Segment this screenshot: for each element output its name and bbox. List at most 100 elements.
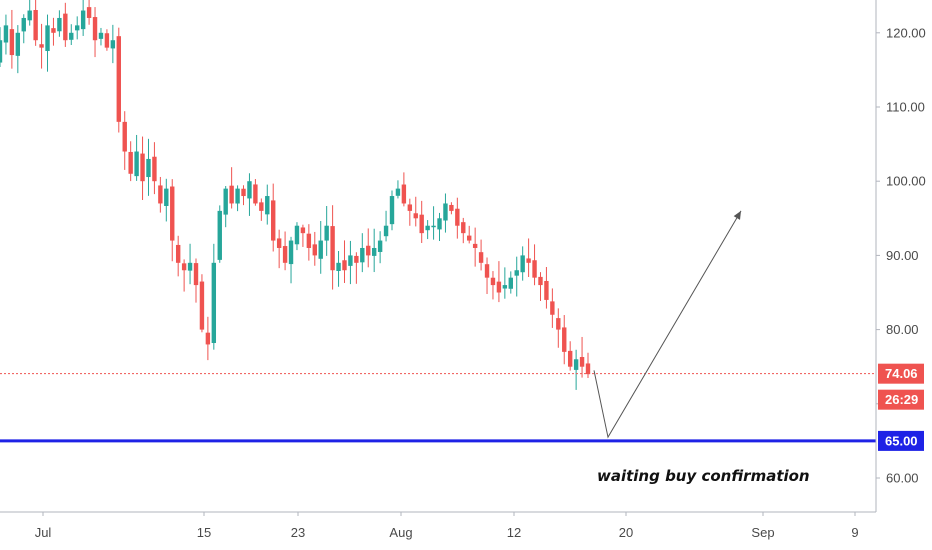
candle xyxy=(128,141,133,182)
time-tick-label: 23 xyxy=(291,525,305,540)
candle-body xyxy=(69,32,74,40)
level-price-badge-bg xyxy=(878,430,924,451)
time-tick-label: 12 xyxy=(507,525,521,540)
time-tick-label: 20 xyxy=(619,525,633,540)
candle-body xyxy=(241,188,246,197)
candle-body xyxy=(0,40,3,63)
candle xyxy=(449,202,454,215)
price-tick-label: 110.00 xyxy=(886,100,925,115)
candle-body xyxy=(170,186,175,241)
candle xyxy=(21,14,26,44)
candle-body xyxy=(104,33,110,48)
candle-body xyxy=(253,184,258,204)
candle xyxy=(51,17,56,46)
price-axis[interactable]: 60.0070.0080.0090.00100.00110.00120.0074… xyxy=(875,0,926,512)
time-tick-label: 9 xyxy=(851,525,858,540)
candle xyxy=(573,349,579,390)
time-axis[interactable]: Jul 15 23 Aug 12 20 Sep 9 xyxy=(0,511,876,540)
candle xyxy=(271,183,276,252)
trend-drawing[interactable]: waiting buy confirmation xyxy=(593,210,810,485)
candle xyxy=(9,9,15,69)
candle xyxy=(371,228,377,273)
candle-body xyxy=(354,255,359,263)
candle xyxy=(15,25,21,74)
candle-body xyxy=(27,10,32,21)
candle-body xyxy=(472,243,478,248)
countdown-badge-bg xyxy=(878,389,924,410)
candle-body xyxy=(80,10,86,30)
candle-body xyxy=(122,121,127,152)
level-price-badge: 65.00 xyxy=(878,430,924,451)
candle-body xyxy=(205,332,211,345)
candle xyxy=(431,206,436,240)
candle xyxy=(472,227,478,267)
candle-body xyxy=(217,210,222,260)
candle xyxy=(407,198,413,226)
candle xyxy=(235,185,240,212)
candle-body xyxy=(544,280,549,300)
candle-body xyxy=(318,240,323,259)
time-tick-label: Jul xyxy=(35,525,52,540)
countdown-badge-text: 26:29 xyxy=(885,392,918,407)
candle xyxy=(514,256,519,297)
candle-body xyxy=(508,277,513,289)
candle-body xyxy=(98,32,104,39)
candle xyxy=(300,224,306,247)
candle-body xyxy=(294,225,300,245)
candle xyxy=(324,206,329,256)
candle xyxy=(223,185,228,228)
candle-body xyxy=(276,238,282,248)
candle xyxy=(395,180,401,199)
candle-body xyxy=(455,208,460,226)
price-tick-label: 120.00 xyxy=(886,25,926,40)
candle xyxy=(585,352,591,379)
candle xyxy=(484,257,490,295)
candle xyxy=(508,271,513,294)
candle-body xyxy=(562,327,567,352)
candle xyxy=(199,274,205,333)
candle-body xyxy=(520,255,525,273)
time-tick-label: 15 xyxy=(197,525,211,540)
candle xyxy=(294,222,300,251)
candle xyxy=(98,27,104,46)
candle-body xyxy=(371,247,377,256)
candle xyxy=(187,243,193,285)
candle-body xyxy=(514,270,519,276)
candle-body xyxy=(63,13,68,41)
candle-body xyxy=(395,188,401,196)
candle-body xyxy=(51,28,56,33)
candle-body xyxy=(306,233,312,248)
candle xyxy=(45,14,50,72)
candle xyxy=(377,231,383,264)
candle-body xyxy=(478,252,484,263)
candle xyxy=(259,198,264,221)
candle-body xyxy=(389,196,395,225)
path-arrow-line[interactable] xyxy=(593,210,742,439)
candle xyxy=(116,27,121,133)
candle-body xyxy=(496,281,502,293)
annotation-text: waiting buy confirmation xyxy=(597,467,810,485)
candle xyxy=(253,179,258,206)
candle xyxy=(520,246,525,281)
candle-body xyxy=(490,277,496,286)
candle-body xyxy=(437,218,442,230)
candle-body xyxy=(140,153,145,182)
candle-body xyxy=(57,17,62,32)
candle xyxy=(92,7,98,58)
candle-body xyxy=(229,185,234,204)
time-tick-label: Aug xyxy=(389,525,412,540)
candle-body xyxy=(45,25,50,52)
candle-body xyxy=(128,151,133,174)
candle-body xyxy=(550,301,555,315)
candle xyxy=(478,239,484,271)
candle xyxy=(490,271,496,300)
candle-body xyxy=(526,258,531,263)
candle-body xyxy=(271,200,276,241)
candle xyxy=(164,178,169,222)
candle-body xyxy=(199,281,205,330)
candle-body xyxy=(449,204,454,211)
candle-body xyxy=(247,181,252,199)
candle-body xyxy=(484,264,490,278)
